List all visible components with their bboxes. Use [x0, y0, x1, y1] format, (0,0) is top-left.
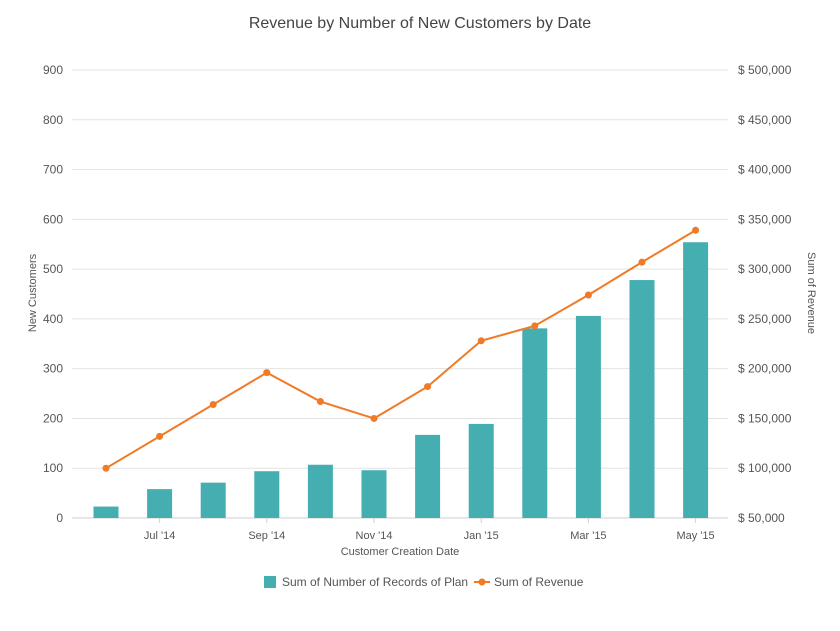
revenue-point	[584, 291, 592, 299]
bar	[415, 434, 441, 518]
left-axis-ticks: 0 100 200 300 400 500 600 700 800 900	[43, 63, 63, 525]
legend: Sum of Number of Records of Plan Sum of …	[264, 575, 584, 589]
x-tick-label: Nov '14	[356, 530, 393, 542]
right-tick-label: $ 400,000	[738, 163, 792, 177]
left-tick-label: 600	[43, 212, 63, 226]
x-tick-label: Jul '14	[144, 530, 175, 542]
left-tick-label: 300	[43, 362, 63, 376]
right-tick-label: $ 250,000	[738, 312, 792, 326]
bar	[629, 280, 655, 518]
chart-title: Revenue by Number of New Customers by Da…	[249, 15, 591, 32]
right-tick-label: $ 500,000	[738, 63, 792, 77]
revenue-point	[638, 258, 646, 266]
revenue-point	[316, 398, 324, 406]
right-axis-title: Sum of Revenue	[805, 252, 817, 334]
legend-item-bars[interactable]: Sum of Number of Records of Plan	[264, 575, 468, 589]
revenue-point	[102, 464, 110, 472]
bar	[575, 315, 601, 518]
bar	[683, 242, 709, 518]
revenue-point	[692, 226, 700, 234]
right-tick-label: $ 100,000	[738, 461, 792, 475]
revenue-point	[370, 414, 378, 422]
left-tick-label: 800	[43, 113, 63, 127]
legend-bar-swatch	[264, 576, 276, 588]
x-tick-label: Jan '15	[464, 530, 499, 542]
left-tick-label: 100	[43, 461, 63, 475]
revenue-point	[156, 432, 164, 440]
left-axis-title: New Customers	[27, 253, 39, 332]
x-axis-ticks: Jul '14 Sep '14 Nov '14 Jan '15 Mar '15 May '…	[144, 518, 715, 542]
bar	[522, 328, 548, 518]
legend-line-marker	[478, 578, 486, 586]
bar	[93, 506, 119, 518]
bar	[200, 482, 226, 518]
left-tick-label: 700	[43, 163, 63, 177]
revenue-line	[105, 229, 697, 470]
legend-bar-label: Sum of Number of Records of Plan	[282, 575, 468, 589]
x-tick-label: Mar '15	[570, 530, 606, 542]
right-tick-label: $ 300,000	[738, 262, 792, 276]
left-tick-label: 200	[43, 411, 63, 425]
revenue-point	[477, 337, 485, 345]
left-tick-label: 400	[43, 312, 63, 326]
left-tick-label: 900	[43, 63, 63, 77]
right-tick-label: $ 350,000	[738, 212, 792, 226]
left-tick-label: 500	[43, 262, 63, 276]
right-axis-ticks: $ 50,000 $ 100,000 $ 150,000 $ 200,000 $ 250…	[738, 63, 792, 525]
bar-series	[93, 242, 709, 518]
bar	[307, 464, 333, 518]
x-tick-label: Sep '14	[248, 530, 285, 542]
right-tick-label: $ 50,000	[738, 511, 785, 525]
revenue-point	[531, 322, 539, 330]
revenue-point	[263, 369, 271, 377]
revenue-point	[209, 401, 217, 409]
right-tick-label: $ 150,000	[738, 411, 792, 425]
right-tick-label: $ 200,000	[738, 362, 792, 376]
line-series	[102, 226, 700, 472]
revenue-point	[424, 383, 432, 391]
right-tick-label: $ 450,000	[738, 113, 792, 127]
x-axis-title: Customer Creation Date	[341, 546, 460, 558]
legend-line-label: Sum of Revenue	[494, 575, 584, 589]
bar	[254, 471, 280, 518]
x-tick-label: May '15	[677, 530, 715, 542]
bar	[468, 423, 494, 518]
bar	[147, 489, 173, 518]
bar	[361, 470, 387, 518]
left-tick-label: 0	[56, 511, 63, 525]
legend-item-line[interactable]: Sum of Revenue	[474, 575, 584, 589]
grid-lines	[72, 69, 728, 519]
